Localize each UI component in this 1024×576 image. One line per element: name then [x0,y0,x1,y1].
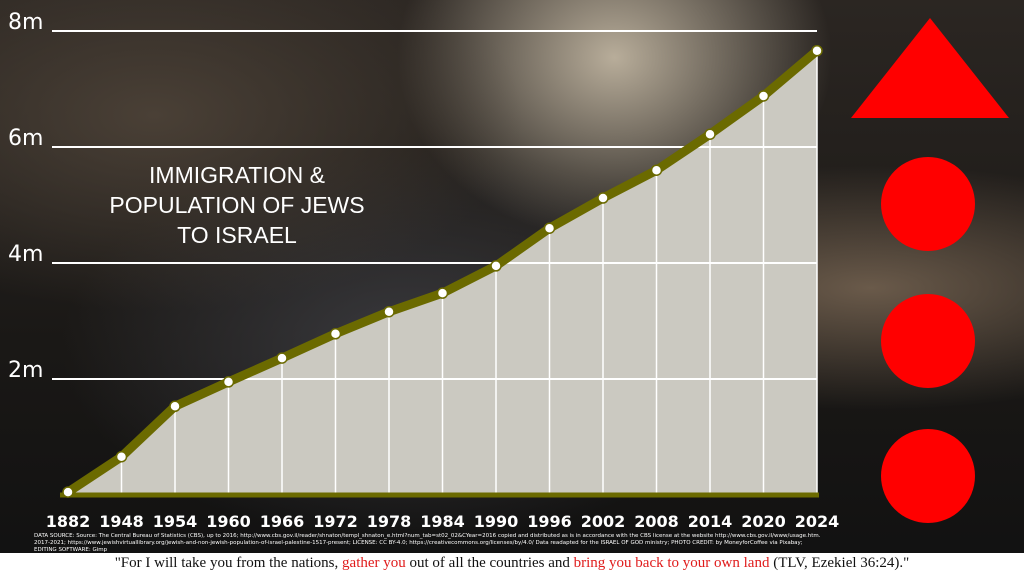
point [115,450,128,463]
point [276,352,288,364]
x-tick-label: 2002 [581,512,626,531]
x-tick-label: 1984 [420,512,465,531]
x-tick-label: 2014 [688,512,733,531]
point [543,222,556,234]
quote-highlight: gather you [342,555,406,571]
x-tick-label: 1990 [474,512,519,531]
y-tick-label: 4m [8,242,43,267]
quote: "For I will take you from the nations, g… [0,553,1024,576]
chart: 2m 4m 6m 8m 1882 1948 1954 1960 1966 1972 1978 1984… [8,10,1009,531]
triangle-button[interactable] [851,18,1009,118]
quote-text: (TLV, Ezekiel 36:24)." [769,555,910,571]
point [650,164,663,176]
point [383,305,395,318]
x-tick-label: 2008 [634,512,679,531]
x-tick-label: 1954 [153,512,198,531]
x-tick-label: 1882 [46,512,91,531]
circle-button[interactable] [881,429,975,523]
point [757,90,770,102]
quote-highlight: bring you back to your own land [573,555,770,571]
source-note: DATA SOURCE: Source: The Central Bureau … [34,533,821,553]
circle-button[interactable] [881,157,975,251]
x-tick-label: 2020 [741,512,786,531]
point [436,287,449,299]
chart-title: IMMIGRATION & POPULATION OF JEWS TO ISRA… [109,162,365,248]
quote-text: "For I will take you from the nations, [114,555,343,571]
x-tick-label: 2024 [795,512,840,531]
x-tick-label: 1972 [313,512,358,531]
point [704,128,716,140]
y-tick-label: 6m [8,126,43,151]
point [169,400,181,413]
x-tick-label: 1996 [527,512,572,531]
y-tick-label: 2m [8,358,43,383]
circle-button[interactable] [881,294,975,388]
x-tick-label: 1960 [206,512,251,531]
area [68,50,817,495]
point [62,486,74,498]
point [329,328,342,340]
y-tick-label: 8m [8,10,43,35]
point [597,192,609,204]
point [811,44,823,57]
x-tick-label: 1978 [367,512,412,531]
point [490,260,502,272]
quote-text: out of all the countries and [405,555,574,571]
x-tick-label: 1966 [260,512,305,531]
point [222,376,235,388]
x-tick-label: 1948 [99,512,144,531]
